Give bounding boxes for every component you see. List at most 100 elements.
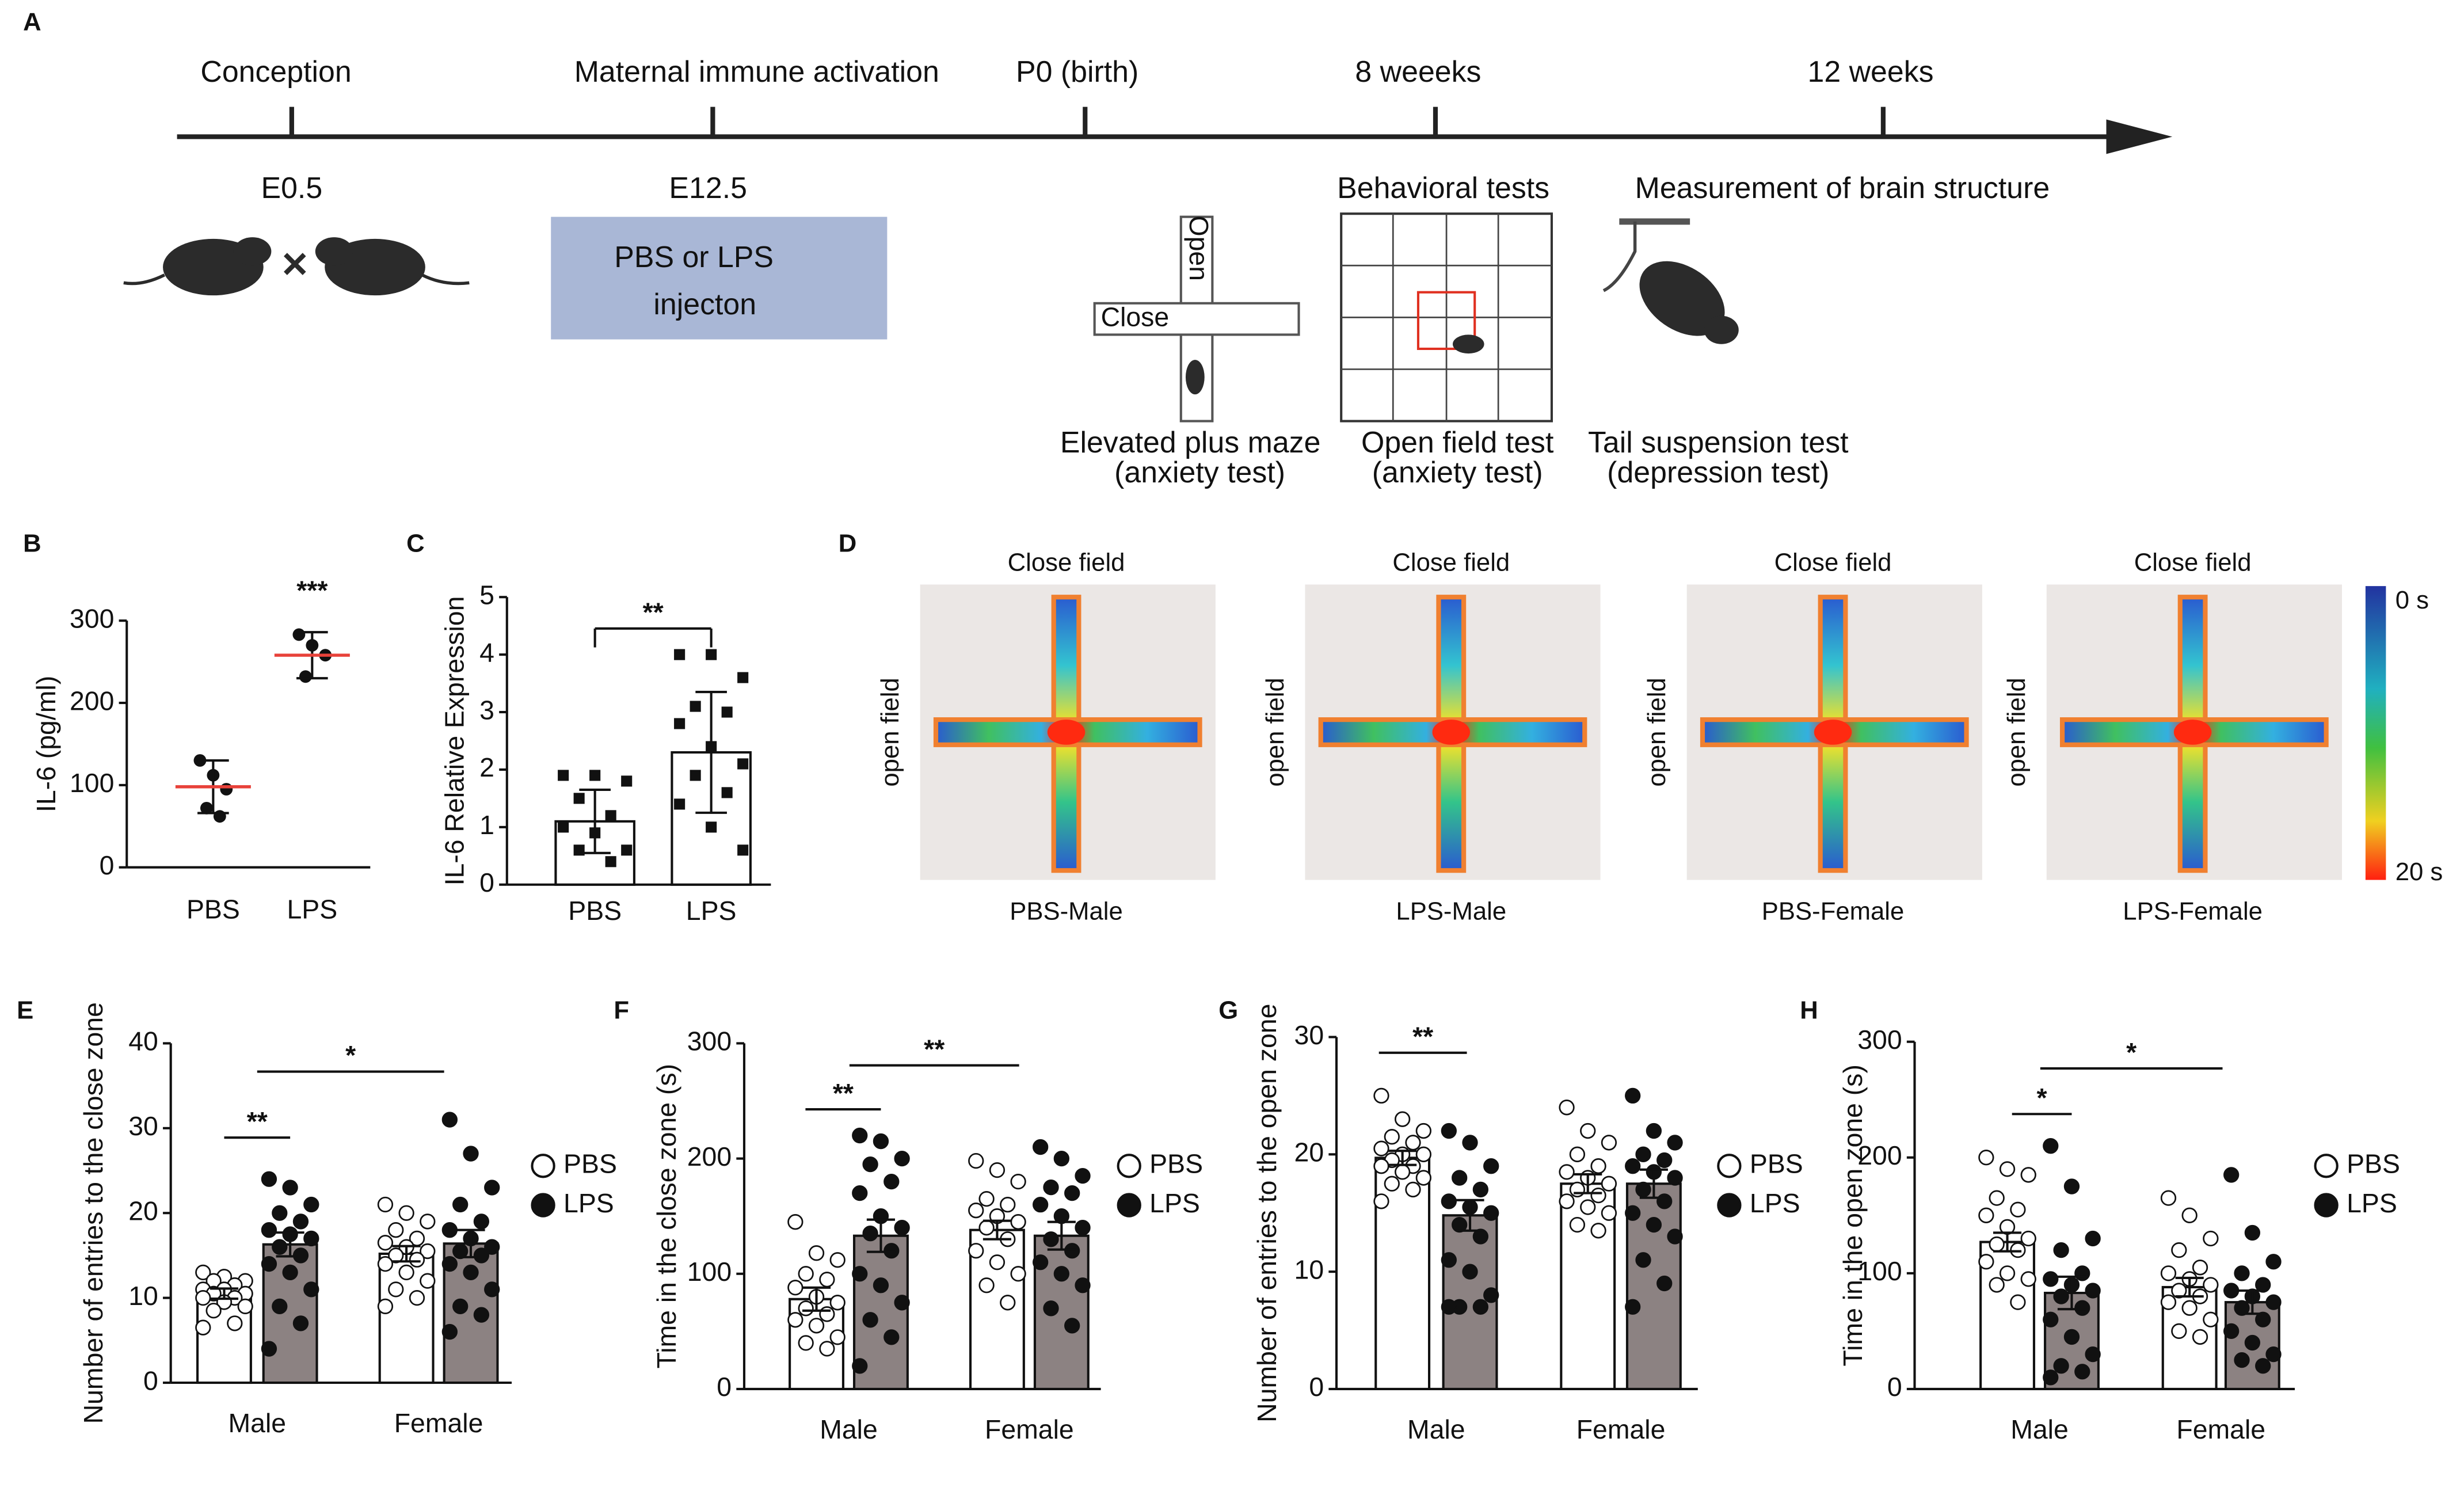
data-point xyxy=(852,1127,868,1144)
data-point xyxy=(2171,1283,2187,1299)
data-point xyxy=(1656,1152,1673,1169)
data-point xyxy=(1053,1266,1069,1282)
data-point xyxy=(282,1180,298,1196)
panel-label: H xyxy=(1800,996,1818,1024)
data-point xyxy=(1000,1197,1016,1213)
data-point xyxy=(589,770,601,781)
y-tick-label: 300 xyxy=(1857,1025,1902,1055)
bracket-ends xyxy=(593,628,713,648)
heatmap-side: open field xyxy=(1261,678,1289,786)
bar xyxy=(1374,1156,1431,1390)
data-point xyxy=(2181,1300,2198,1316)
heatmap-hot xyxy=(1047,720,1086,745)
legend-label: PBS xyxy=(1750,1149,1803,1179)
data-point xyxy=(2074,1265,2090,1281)
y-tick-label: 300 xyxy=(687,1026,732,1056)
legend-marker xyxy=(1117,1193,1141,1218)
data-point xyxy=(484,1180,500,1196)
data-point xyxy=(1415,1123,1431,1139)
data-point xyxy=(2160,1190,2177,1206)
test-name: Tail suspension test xyxy=(1588,425,1849,459)
data-point xyxy=(2203,1277,2219,1293)
data-point xyxy=(484,1281,500,1298)
data-point xyxy=(377,1196,394,1213)
data-point xyxy=(1667,1228,1683,1245)
legend-marker xyxy=(1717,1154,1742,1178)
data-point xyxy=(1625,1205,1641,1221)
data-point xyxy=(968,1152,984,1169)
bar xyxy=(1560,1182,1616,1390)
data-point xyxy=(1033,1197,1049,1213)
data-point xyxy=(2010,1294,2026,1310)
heatmap-caption: LPS-Male xyxy=(1396,897,1506,925)
data-point xyxy=(978,1220,995,1236)
data-point xyxy=(862,1226,878,1242)
data-point xyxy=(2171,1323,2187,1340)
injection-text: injecton xyxy=(653,287,756,321)
y-tick-label: 40 xyxy=(128,1026,158,1056)
y-tick-label: 5 xyxy=(479,580,494,610)
data-point xyxy=(2043,1271,2059,1287)
heatmap-caption: PBS-Female xyxy=(1762,897,1904,925)
test-name: Elevated plus maze xyxy=(1060,425,1321,459)
test-note: (anxiety test) xyxy=(1114,455,1285,489)
y-tick-label: 100 xyxy=(687,1257,732,1287)
x-tick-label: Female xyxy=(985,1414,1074,1444)
event-sub: Behavioral tests xyxy=(1337,171,1549,204)
data-point xyxy=(292,1213,309,1230)
y-axis-label: Number of entries to the open zone xyxy=(1252,1004,1282,1422)
data-point xyxy=(398,1264,414,1281)
data-point xyxy=(674,649,685,660)
data-point xyxy=(1373,1140,1389,1156)
data-point xyxy=(463,1264,479,1281)
heatmap-side: open field xyxy=(1643,678,1671,786)
significance: * xyxy=(2037,1083,2048,1113)
data-point xyxy=(829,1329,846,1345)
heatmap-hot xyxy=(2173,720,2212,745)
y-tick-label: 200 xyxy=(70,686,114,716)
colorbar-label: 20 s xyxy=(2396,858,2443,886)
data-point xyxy=(1452,1216,1468,1233)
data-point xyxy=(463,1146,479,1162)
data-point xyxy=(787,1312,803,1328)
data-point xyxy=(1075,1220,1091,1236)
timeline-ticks xyxy=(289,106,1886,137)
data-point xyxy=(1053,1150,1069,1167)
data-point xyxy=(737,672,749,683)
data-point xyxy=(1441,1252,1457,1268)
data-point xyxy=(706,821,717,833)
data-point xyxy=(798,1335,814,1351)
data-point xyxy=(220,783,233,796)
y-tick-label: 0 xyxy=(1309,1372,1324,1402)
data-point xyxy=(1075,1277,1091,1293)
event-sub: Measurement of brain structure xyxy=(1635,171,2050,204)
y-axis-label: Time in the open zone (s) xyxy=(1838,1064,1868,1366)
data-point xyxy=(292,1315,309,1331)
data-point xyxy=(2020,1230,2036,1247)
data-point xyxy=(1373,1158,1389,1174)
data-point xyxy=(1667,1135,1683,1151)
heatmap-top: Close field xyxy=(1774,548,1892,576)
y-tick-label: 3 xyxy=(479,695,494,725)
data-point xyxy=(2244,1334,2260,1351)
data-point xyxy=(1989,1277,2005,1293)
data-point xyxy=(2192,1260,2208,1276)
x-tick-label: LPS xyxy=(287,894,337,924)
data-point xyxy=(894,1220,910,1236)
y-tick-label: 20 xyxy=(128,1196,158,1226)
data-point xyxy=(978,1277,995,1293)
data-point xyxy=(674,798,685,810)
data-point xyxy=(292,628,306,641)
data-point xyxy=(787,1280,803,1296)
data-point xyxy=(195,1264,211,1281)
arrowhead xyxy=(2106,119,2173,154)
data-point xyxy=(227,1315,243,1331)
data-point xyxy=(303,1281,319,1298)
y-axis-label: Number of entries to the close zone xyxy=(78,1002,108,1424)
data-point xyxy=(808,1245,825,1261)
data-point xyxy=(2160,1294,2177,1310)
colorbar xyxy=(2365,586,2386,880)
panel-label: G xyxy=(1218,996,1238,1024)
mice-icon xyxy=(123,237,470,296)
y-tick-label: 200 xyxy=(1857,1140,1902,1170)
